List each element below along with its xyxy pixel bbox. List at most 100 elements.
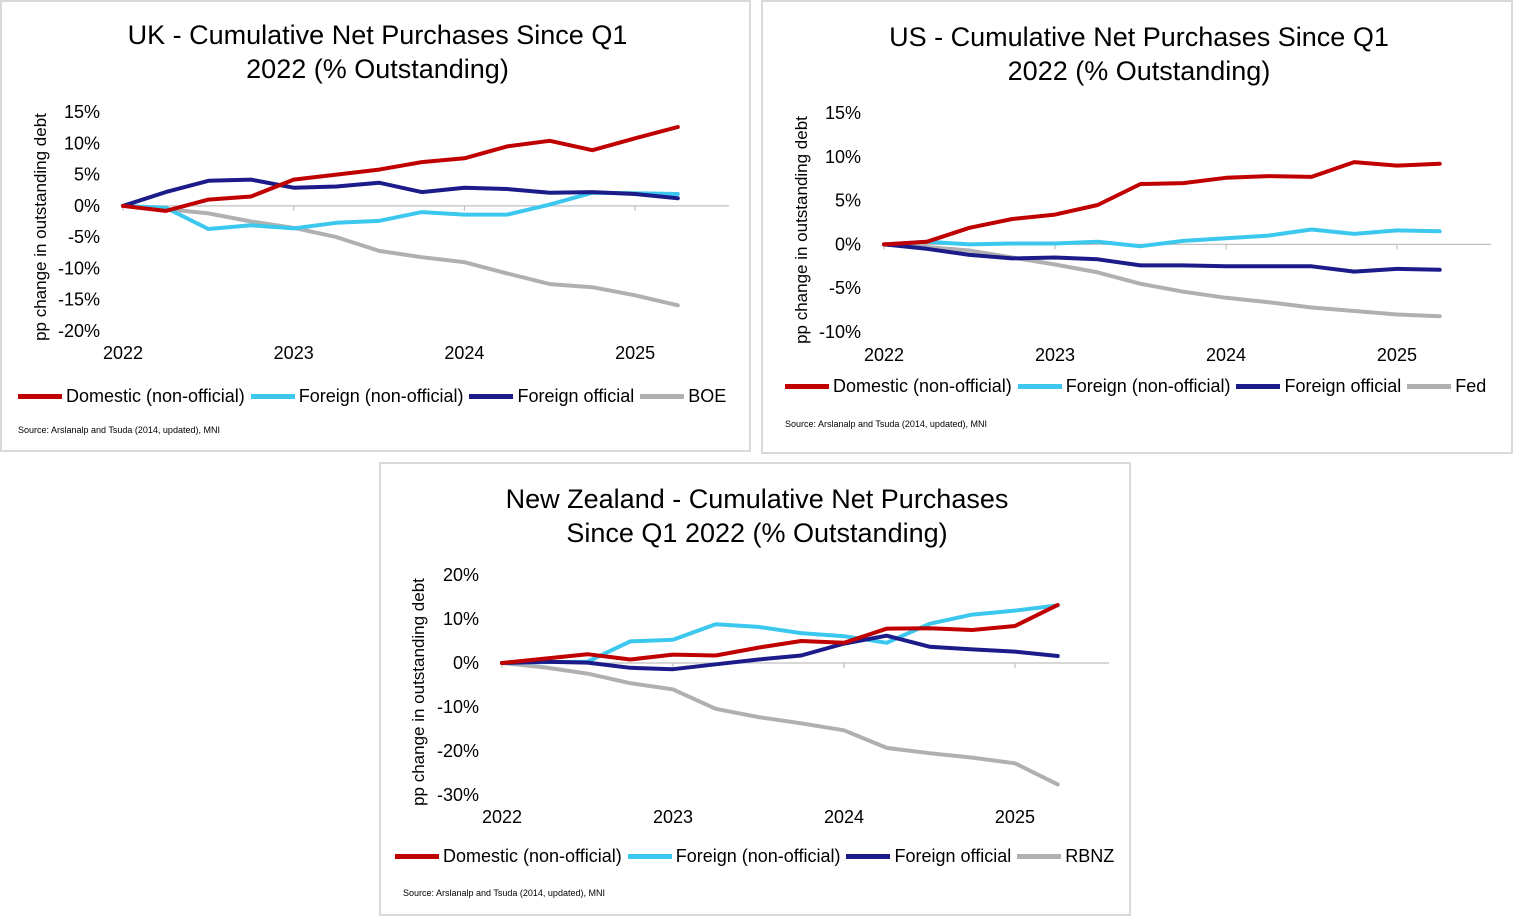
legend-swatch	[18, 394, 62, 399]
chart-title-line1: US - Cumulative Net Purchases Since Q1	[889, 22, 1389, 52]
legend-label: Foreign (non-official)	[298, 386, 464, 406]
legend: Domestic (non-official) Foreign (non-off…	[395, 846, 1120, 867]
source-note: Source: Arslanalp and Tsuda (2014, updat…	[18, 425, 220, 435]
legend-swatch	[395, 854, 439, 859]
legend-label: Fed	[1455, 376, 1487, 396]
series-line-foreign-official	[500, 633, 1060, 672]
legend-label: Foreign official	[1284, 376, 1402, 396]
legend-item-foreign-official: Foreign official	[1236, 376, 1401, 397]
legend-label: Domestic (non-official)	[66, 386, 245, 406]
legend-item-domestic: Domestic (non-official)	[785, 376, 1012, 397]
plot-area: 15% 10% 5% 0% -5% -10%2022 2023 2024 2025	[819, 103, 1491, 365]
legend-label: BOE	[688, 386, 727, 406]
legend-swatch	[469, 394, 514, 399]
series-line-foreign-nonofficial	[500, 603, 1060, 665]
y-tick-label: -15%	[58, 290, 100, 310]
y-tick-label: -10%	[58, 258, 100, 278]
series-line-central-bank	[121, 203, 680, 308]
legend-label: RBNZ	[1065, 846, 1115, 866]
legend-swatch	[250, 394, 295, 399]
series-line-foreign-official	[121, 177, 680, 208]
legend-item-foreign-nonofficial: Foreign (non-official)	[250, 386, 464, 407]
series-line-central-bank	[500, 661, 1060, 787]
legend-swatch	[846, 854, 891, 859]
x-tick-label: 2025	[1377, 345, 1417, 365]
legend-item-foreign-nonofficial: Foreign (non-official)	[627, 846, 841, 867]
chart-title-line2: 2022 (% Outstanding)	[1007, 56, 1271, 86]
legend: Domestic (non-official) Foreign (non-off…	[18, 386, 732, 407]
legend-item-central-bank: BOE	[640, 386, 726, 407]
y-tick-label: -30%	[437, 785, 479, 805]
chart-title: UK - Cumulative Net Purchases Since Q1 2…	[2, 18, 753, 86]
legend-label: Foreign (non-official)	[1065, 376, 1231, 396]
source-note: Source: Arslanalp and Tsuda (2014, updat…	[403, 888, 605, 898]
series-line-central-bank	[882, 242, 1442, 319]
legend-label: Domestic (non-official)	[833, 376, 1012, 396]
legend-label: Foreign official	[517, 386, 635, 406]
plot-area: 15% 10% 5% 0% -5% -10% -15% -20%2022 2023 2024 202…	[58, 102, 729, 363]
legend-label: Domestic (non-official)	[443, 846, 622, 866]
series-line-foreign-nonofficial	[121, 190, 680, 231]
y-tick-label: 10%	[443, 609, 479, 629]
chart-title: US - Cumulative Net Purchases Since Q1 2…	[763, 20, 1513, 88]
legend-item-central-bank: Fed	[1407, 376, 1486, 397]
series-line-domestic	[121, 125, 680, 213]
legend-swatch	[1236, 384, 1281, 389]
legend-swatch	[640, 394, 685, 399]
chart-panel-uk: UK - Cumulative Net Purchases Since Q1 2…	[0, 0, 751, 452]
legend-swatch	[1017, 854, 1062, 859]
chart-title-line1: New Zealand - Cumulative Net Purchases	[505, 484, 1009, 514]
y-tick-label: -10%	[819, 322, 861, 342]
y-tick-label: -5%	[68, 227, 100, 247]
legend-swatch	[1017, 384, 1062, 389]
chart-title-line1: UK - Cumulative Net Purchases Since Q1	[127, 20, 628, 50]
y-tick-label: -10%	[437, 697, 479, 717]
legend-swatch	[627, 854, 672, 859]
x-tick-label: 2024	[1206, 345, 1246, 365]
x-tick-label: 2025	[995, 807, 1035, 827]
chart-title: New Zealand - Cumulative Net Purchases S…	[381, 482, 1133, 550]
plot-area: 20% 10% 0% -10% -20% -30%2022 2023 2024 2025	[437, 565, 1109, 827]
y-tick-label: 0%	[835, 234, 861, 254]
y-tick-label: 20%	[443, 565, 479, 585]
series-line-domestic	[882, 160, 1442, 247]
y-tick-label: 15%	[64, 102, 100, 122]
y-tick-label: -20%	[58, 321, 100, 341]
x-tick-label: 2022	[864, 345, 904, 365]
x-tick-label: 2023	[274, 343, 314, 363]
chart-panel-us: US - Cumulative Net Purchases Since Q1 2…	[761, 0, 1513, 454]
legend-swatch	[1407, 384, 1452, 389]
legend-item-domestic: Domestic (non-official)	[18, 386, 245, 407]
y-tick-label: 5%	[74, 165, 100, 185]
x-tick-label: 2024	[824, 807, 864, 827]
series-line-domestic	[500, 602, 1060, 665]
x-tick-label: 2024	[444, 343, 484, 363]
y-tick-label: -5%	[829, 278, 861, 298]
legend-item-foreign-nonofficial: Foreign (non-official)	[1017, 376, 1231, 397]
legend-item-foreign-official: Foreign official	[846, 846, 1011, 867]
x-tick-label: 2025	[615, 343, 655, 363]
legend-label: Foreign official	[894, 846, 1012, 866]
x-tick-label: 2022	[482, 807, 522, 827]
x-tick-label: 2023	[653, 807, 693, 827]
y-tick-label: 0%	[74, 196, 100, 216]
series-line-foreign-official	[882, 242, 1442, 274]
legend-item-central-bank: RBNZ	[1017, 846, 1114, 867]
legend: Domestic (non-official) Foreign (non-off…	[785, 376, 1492, 397]
x-tick-label: 2023	[1035, 345, 1075, 365]
y-tick-label: -20%	[437, 741, 479, 761]
y-tick-label: 10%	[825, 147, 861, 167]
y-tick-label: 10%	[64, 133, 100, 153]
chart-title-line2: Since Q1 2022 (% Outstanding)	[566, 518, 948, 548]
series-line-foreign-nonofficial	[882, 227, 1442, 249]
source-note: Source: Arslanalp and Tsuda (2014, updat…	[785, 419, 987, 429]
chart-title-line2: 2022 (% Outstanding)	[246, 54, 509, 84]
y-tick-label: 5%	[835, 191, 861, 211]
y-tick-label: 0%	[453, 653, 479, 673]
legend-swatch	[785, 384, 829, 389]
legend-item-domestic: Domestic (non-official)	[395, 846, 622, 867]
x-tick-label: 2022	[103, 343, 143, 363]
y-tick-label: 15%	[825, 103, 861, 123]
chart-panel-nz: New Zealand - Cumulative Net Purchases S…	[379, 462, 1131, 916]
legend-label: Foreign (non-official)	[675, 846, 841, 866]
